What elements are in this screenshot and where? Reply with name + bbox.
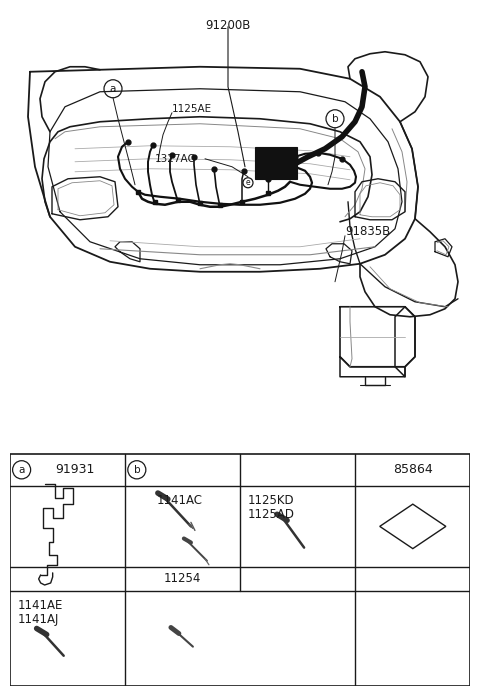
Text: b: b xyxy=(133,465,140,475)
Text: b: b xyxy=(332,114,338,124)
Text: 85864: 85864 xyxy=(393,464,432,476)
Text: 91835B: 91835B xyxy=(345,225,390,238)
Text: a: a xyxy=(18,465,25,475)
Text: 91200B: 91200B xyxy=(205,19,251,32)
Text: 1327AC: 1327AC xyxy=(155,154,196,164)
Text: 1125AE: 1125AE xyxy=(172,104,212,114)
Text: e: e xyxy=(246,178,250,187)
Text: 91931: 91931 xyxy=(55,464,95,476)
Text: 1141AJ: 1141AJ xyxy=(18,613,59,626)
Text: 1141AE: 1141AE xyxy=(18,599,63,612)
Text: 1141AC: 1141AC xyxy=(157,494,203,507)
Bar xyxy=(255,147,297,179)
Text: a: a xyxy=(110,84,116,94)
Text: 11254: 11254 xyxy=(163,572,201,586)
Text: 1125AD: 1125AD xyxy=(248,508,295,521)
Text: 1125KD: 1125KD xyxy=(248,494,295,507)
